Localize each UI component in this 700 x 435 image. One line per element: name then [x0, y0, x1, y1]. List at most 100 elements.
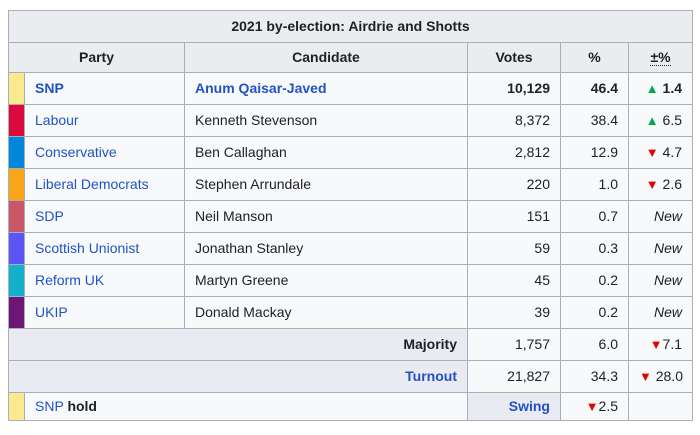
summary-pct-cell: 6.0 — [560, 328, 629, 361]
party-cell: Scottish Unionist — [24, 232, 185, 265]
result-row: SDP Neil Manson 151 0.7 New — [8, 200, 694, 233]
votes-cell: 45 — [467, 264, 561, 297]
down-triangle-icon: ▼ — [639, 369, 652, 384]
party-color-swatch — [8, 72, 25, 105]
hold-party-link[interactable]: SNP — [35, 398, 64, 414]
summary-change-cell: ▼7.1 — [627, 328, 694, 361]
party-link[interactable]: Liberal Democrats — [35, 176, 149, 192]
column-header-candidate: Candidate — [184, 42, 468, 73]
new-party-marker: New — [654, 208, 683, 224]
candidate-name: Stephen Arrundale — [195, 176, 311, 192]
down-triangle-icon: ▼ — [645, 145, 659, 160]
result-row: UKIP Donald Mackay 39 0.2 New — [8, 296, 694, 329]
result-row: Reform UK Martyn Greene 45 0.2 New — [8, 264, 694, 297]
votes-cell: 39 — [467, 296, 561, 329]
election-results-table: 2021 by-election: Airdrie and Shotts Par… — [7, 10, 694, 421]
summary-label-cell: Turnout — [8, 360, 468, 393]
down-triangle-icon: ▼ — [649, 337, 663, 352]
pct-cell: 0.2 — [560, 296, 629, 329]
result-row: Conservative Ben Callaghan 2,812 12.9 ▼ 4.7 — [8, 136, 694, 169]
votes-cell: 59 — [467, 232, 561, 265]
hold-cell: SNP hold — [24, 392, 468, 421]
party-color-swatch — [8, 136, 25, 169]
change-cell: New — [627, 200, 694, 233]
party-link[interactable]: SDP — [35, 208, 64, 224]
up-triangle-icon: ▲ — [645, 113, 659, 128]
candidate-link[interactable]: Anum Qaisar-Javed — [195, 80, 327, 96]
change-cell: New — [627, 296, 694, 329]
candidate-cell: Ben Callaghan — [184, 136, 468, 169]
party-link[interactable]: UKIP — [35, 304, 68, 320]
column-header-row: Party Candidate Votes % ±% — [8, 42, 694, 73]
party-cell: SDP — [24, 200, 185, 233]
summary-row: Turnout 21,827 34.3 ▼ 28.0 — [8, 360, 694, 393]
column-header-change: ±% — [627, 42, 694, 73]
pct-cell: 0.3 — [560, 232, 629, 265]
party-color-swatch — [8, 264, 25, 297]
party-color-swatch — [8, 232, 25, 265]
party-link[interactable]: Conservative — [35, 144, 117, 160]
hold-status: hold — [67, 398, 97, 414]
candidate-name: Jonathan Stanley — [195, 240, 304, 256]
votes-cell: 220 — [467, 168, 561, 201]
down-triangle-icon: ▼ — [585, 399, 599, 414]
candidate-cell: Neil Manson — [184, 200, 468, 233]
party-color-swatch — [8, 168, 25, 201]
change-cell: New — [627, 232, 694, 265]
summary-pct-cell: 34.3 — [560, 360, 629, 393]
summary-row: Majority 1,757 6.0 ▼7.1 — [8, 328, 694, 361]
new-party-marker: New — [654, 240, 683, 256]
candidate-cell: Martyn Greene — [184, 264, 468, 297]
party-color-swatch — [8, 200, 25, 233]
candidate-name: Neil Manson — [195, 208, 273, 224]
new-party-marker: New — [654, 272, 683, 288]
summary-label-link[interactable]: Turnout — [405, 368, 457, 384]
title-row: 2021 by-election: Airdrie and Shotts — [7, 10, 694, 43]
swing-link[interactable]: Swing — [508, 398, 550, 414]
column-header-party: Party — [8, 42, 185, 73]
results-body: SNP Anum Qaisar-Javed 10,129 46.4 ▲ 1.4 Labou… — [8, 72, 694, 421]
result-row: Liberal Democrats Stephen Arrundale 220 1.0… — [8, 168, 694, 201]
change-cell: ▼ 4.7 — [627, 136, 694, 169]
pct-cell: 0.2 — [560, 264, 629, 297]
candidate-name: Ben Callaghan — [195, 144, 287, 160]
hold-row: SNP hold Swing ▼2.5 — [8, 392, 694, 421]
candidate-name: Martyn Greene — [195, 272, 289, 288]
change-cell: ▲ 1.4 — [627, 72, 694, 105]
votes-cell: 10,129 — [467, 72, 561, 105]
party-link[interactable]: Reform UK — [35, 272, 105, 288]
summary-votes-cell: 21,827 — [467, 360, 561, 393]
party-cell: Conservative — [24, 136, 185, 169]
change-cell: ▲ 6.5 — [627, 104, 694, 137]
result-row: Labour Kenneth Stevenson 8,372 38.4 ▲ 6.5 — [8, 104, 694, 137]
result-row: SNP Anum Qaisar-Javed 10,129 46.4 ▲ 1.4 — [8, 72, 694, 105]
candidate-name: Donald Mackay — [195, 304, 292, 320]
votes-cell: 151 — [467, 200, 561, 233]
change-cell: New — [627, 264, 694, 297]
votes-cell: 2,812 — [467, 136, 561, 169]
column-header-pct: % — [560, 42, 629, 73]
party-link[interactable]: SNP — [35, 80, 64, 96]
pct-cell: 0.7 — [560, 200, 629, 233]
party-cell: Liberal Democrats — [24, 168, 185, 201]
column-header-votes: Votes — [467, 42, 561, 73]
summary-votes-cell: 1,757 — [467, 328, 561, 361]
party-color-swatch — [8, 392, 25, 421]
party-link[interactable]: Scottish Unionist — [35, 240, 140, 256]
party-cell: Labour — [24, 104, 185, 137]
party-cell: SNP — [24, 72, 185, 105]
votes-cell: 8,372 — [467, 104, 561, 137]
result-row: Scottish Unionist Jonathan Stanley 59 0.3 Ne… — [8, 232, 694, 265]
new-party-marker: New — [654, 304, 683, 320]
candidate-cell: Anum Qaisar-Javed — [184, 72, 468, 105]
party-color-swatch — [8, 104, 25, 137]
summary-label-cell: Majority — [8, 328, 468, 361]
party-cell: Reform UK — [24, 264, 185, 297]
party-link[interactable]: Labour — [35, 112, 79, 128]
down-triangle-icon: ▼ — [645, 177, 659, 192]
candidate-cell: Jonathan Stanley — [184, 232, 468, 265]
pct-cell: 38.4 — [560, 104, 629, 137]
candidate-name: Kenneth Stevenson — [195, 112, 318, 128]
pct-cell: 46.4 — [560, 72, 629, 105]
